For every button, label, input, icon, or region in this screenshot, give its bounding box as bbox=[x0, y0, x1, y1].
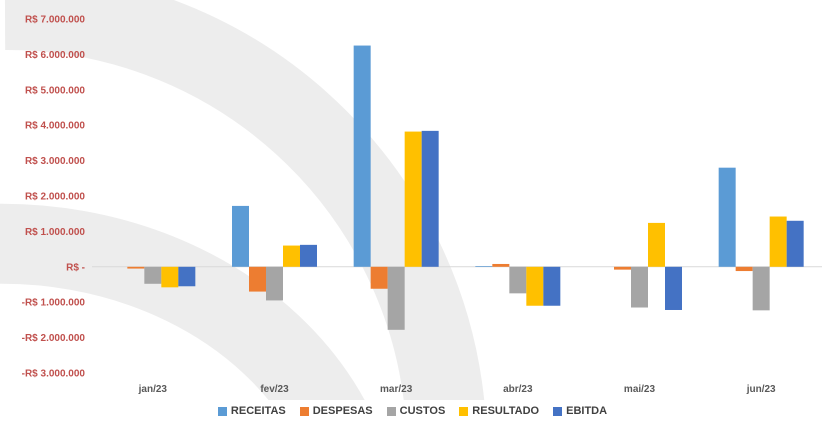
bar-despesas-mar-23 bbox=[370, 266, 388, 289]
bar-despesas-jan-23 bbox=[127, 266, 145, 269]
bar-despesas-jun-23 bbox=[735, 266, 753, 272]
y-tick-label: R$ 1.000.000 bbox=[25, 227, 85, 238]
bar-custos-jan-23 bbox=[144, 266, 162, 284]
legend-swatch bbox=[217, 406, 227, 416]
bar-custos-abr-23 bbox=[509, 266, 527, 294]
y-tick-label: R$ - bbox=[66, 262, 85, 273]
y-tick-label: R$ 7.000.000 bbox=[25, 15, 85, 26]
x-tick-label: fev/23 bbox=[260, 384, 289, 395]
bar-custos-mar-23 bbox=[387, 266, 405, 330]
y-tick-label: -R$ 3.000.000 bbox=[22, 369, 86, 380]
bar-chart: R$ 7.000.000 R$ 6.000.000 R$ 5.000.000 R$ 4… bbox=[0, 0, 822, 400]
legend-item-receitas: RECEITAS bbox=[217, 405, 286, 417]
bar-ebitda-fev-23 bbox=[300, 244, 317, 267]
legend-item-resultado: RESULTADO bbox=[459, 405, 539, 417]
legend-item-custos: CUSTOS bbox=[386, 405, 446, 417]
x-tick-label: mai/23 bbox=[624, 384, 656, 395]
bar-resultado-jan-23 bbox=[161, 266, 179, 288]
legend-label: DESPESAS bbox=[312, 405, 373, 417]
y-tick-label: R$ 6.000.000 bbox=[25, 50, 85, 61]
bar-resultado-jun-23 bbox=[769, 216, 787, 267]
bar-resultado-fev-23 bbox=[283, 245, 300, 267]
y-axis: R$ 7.000.000 R$ 6.000.000 R$ 5.000.000 R$ 4… bbox=[22, 15, 86, 380]
bar-resultado-mar-23 bbox=[404, 131, 422, 267]
legend: RECEITAS DESPESAS CUSTOS RESULTADO EBITDA bbox=[0, 403, 825, 419]
legend-label: RECEITAS bbox=[230, 405, 286, 417]
bar-resultado-mai-23 bbox=[648, 222, 665, 267]
legend-item-ebitda: EBITDA bbox=[553, 405, 607, 417]
bar-receitas-fev-23 bbox=[232, 205, 249, 267]
legend-swatch bbox=[459, 406, 469, 416]
legend-swatch bbox=[299, 406, 309, 416]
bars bbox=[127, 45, 804, 330]
legend-swatch bbox=[553, 406, 563, 416]
x-tick-label: jun/23 bbox=[746, 384, 776, 395]
bar-despesas-fev-23 bbox=[249, 266, 266, 292]
y-tick-label: R$ 2.000.000 bbox=[25, 192, 85, 203]
x-axis: jan/23 fev/23 mar/23 abr/23 mai/23 jun/23 bbox=[138, 384, 776, 395]
bar-despesas-abr-23 bbox=[492, 263, 510, 267]
legend-swatch bbox=[386, 406, 396, 416]
bar-ebitda-mai-23 bbox=[665, 266, 682, 310]
legend-label: EBITDA bbox=[566, 405, 608, 417]
bar-despesas-mai-23 bbox=[614, 266, 631, 270]
bar-ebitda-jan-23 bbox=[178, 266, 196, 287]
y-tick-label: R$ 4.000.000 bbox=[25, 121, 85, 132]
bar-custos-fev-23 bbox=[266, 266, 283, 301]
bar-receitas-jun-23 bbox=[718, 167, 736, 267]
y-tick-label: R$ 3.000.000 bbox=[25, 156, 85, 167]
y-tick-label: R$ 5.000.000 bbox=[25, 85, 85, 96]
x-tick-label: mar/23 bbox=[380, 384, 413, 395]
bar-resultado-abr-23 bbox=[526, 266, 544, 306]
y-tick-label: -R$ 2.000.000 bbox=[22, 333, 86, 344]
y-tick-label: -R$ 1.000.000 bbox=[22, 298, 86, 309]
x-tick-label: abr/23 bbox=[503, 384, 533, 395]
x-tick-label: jan/23 bbox=[138, 384, 168, 395]
legend-label: RESULTADO bbox=[472, 405, 540, 417]
bar-custos-mai-23 bbox=[631, 266, 648, 308]
bar-ebitda-abr-23 bbox=[543, 266, 561, 306]
bar-receitas-mar-23 bbox=[353, 45, 371, 267]
bar-ebitda-jun-23 bbox=[786, 220, 804, 267]
bar-ebitda-mar-23 bbox=[421, 130, 439, 267]
legend-item-despesas: DESPESAS bbox=[299, 405, 373, 417]
legend-label: CUSTOS bbox=[399, 405, 446, 417]
bar-custos-jun-23 bbox=[752, 266, 770, 311]
bar-receitas-abr-23 bbox=[475, 266, 493, 267]
